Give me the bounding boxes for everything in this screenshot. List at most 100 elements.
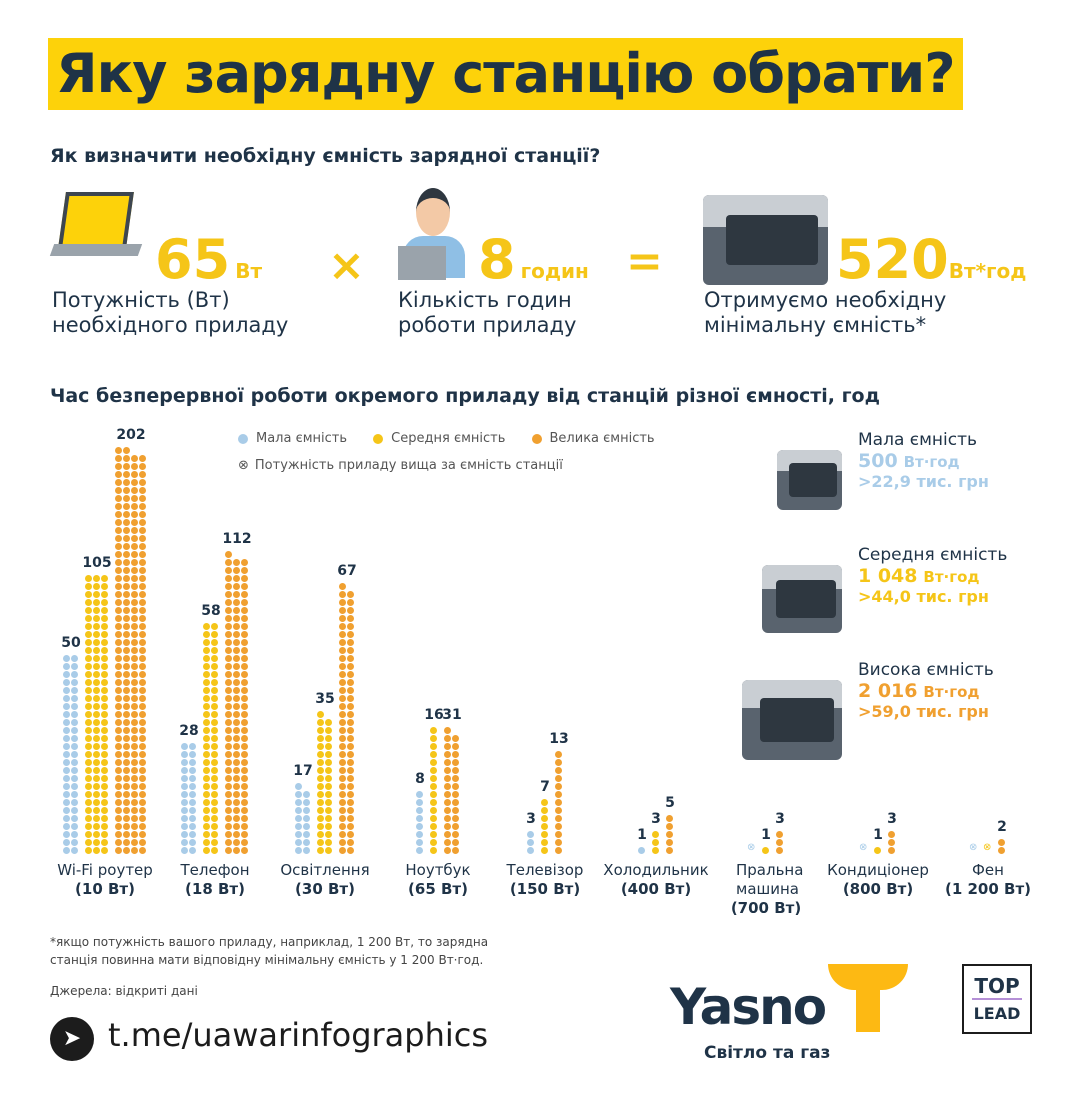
data-dot xyxy=(71,743,78,750)
data-dot xyxy=(139,647,146,654)
data-dot xyxy=(211,655,218,662)
data-dot xyxy=(115,671,122,678)
value-label: 202 xyxy=(116,427,146,443)
data-dot xyxy=(225,815,232,822)
data-dot xyxy=(123,679,130,686)
data-dot xyxy=(123,687,130,694)
data-dot xyxy=(189,839,196,846)
data-dot xyxy=(63,759,70,766)
data-dot xyxy=(444,831,451,838)
data-dot xyxy=(295,847,302,854)
data-dot xyxy=(139,639,146,646)
data-dot xyxy=(303,823,310,830)
data-dot xyxy=(115,447,122,454)
data-dot xyxy=(241,615,248,622)
data-dot xyxy=(339,655,346,662)
data-dot xyxy=(541,839,548,846)
data-dot xyxy=(874,847,881,854)
data-dot xyxy=(131,839,138,846)
data-dot xyxy=(181,823,188,830)
data-dot xyxy=(181,775,188,782)
data-dot xyxy=(430,791,437,798)
data-dot xyxy=(181,807,188,814)
category-label: Ноутбук (65 Вт) xyxy=(378,861,498,899)
station-capacity: 1 048 Вт·год xyxy=(858,565,980,587)
data-dot xyxy=(123,783,130,790)
data-dot xyxy=(233,567,240,574)
data-dot xyxy=(203,687,210,694)
data-dot xyxy=(303,831,310,838)
data-dot xyxy=(63,847,70,854)
data-dot xyxy=(233,703,240,710)
data-dot xyxy=(93,623,100,630)
data-dot xyxy=(444,751,451,758)
data-dot xyxy=(93,847,100,854)
data-dot xyxy=(203,655,210,662)
data-dot xyxy=(123,815,130,822)
data-dot xyxy=(115,519,122,526)
data-dot xyxy=(347,735,354,742)
data-dot xyxy=(325,839,332,846)
data-dot xyxy=(85,599,92,606)
data-dot xyxy=(211,815,218,822)
data-dot xyxy=(203,623,210,630)
data-dot xyxy=(71,671,78,678)
data-dot xyxy=(139,711,146,718)
data-dot xyxy=(225,575,232,582)
data-dot xyxy=(139,623,146,630)
data-dot xyxy=(541,807,548,814)
category-name: Холодильник xyxy=(603,861,709,879)
data-dot xyxy=(115,767,122,774)
value-label: 5 xyxy=(665,795,675,811)
data-dot xyxy=(85,783,92,790)
data-dot xyxy=(339,759,346,766)
data-dot xyxy=(241,679,248,686)
data-dot xyxy=(139,607,146,614)
data-dot xyxy=(430,783,437,790)
data-dot xyxy=(93,775,100,782)
data-dot xyxy=(211,703,218,710)
data-dot xyxy=(225,695,232,702)
value-label: 35 xyxy=(315,691,335,707)
data-dot xyxy=(123,623,130,630)
data-dot xyxy=(203,847,210,854)
data-dot xyxy=(452,791,459,798)
data-dot xyxy=(123,479,130,486)
data-dot xyxy=(71,679,78,686)
data-dot xyxy=(115,559,122,566)
data-dot xyxy=(233,735,240,742)
data-dot xyxy=(139,727,146,734)
data-dot xyxy=(93,735,100,742)
data-dot xyxy=(139,503,146,510)
data-dot xyxy=(452,847,459,854)
data-dot xyxy=(93,719,100,726)
data-dot xyxy=(93,831,100,838)
data-dot xyxy=(317,743,324,750)
data-dot xyxy=(762,847,769,854)
data-dot xyxy=(347,823,354,830)
data-dot xyxy=(555,847,562,854)
value-label: 13 xyxy=(549,731,569,747)
data-dot xyxy=(211,631,218,638)
data-dot xyxy=(131,463,138,470)
telegram-icon[interactable]: ➤ xyxy=(50,1017,94,1061)
telegram-link[interactable]: t.me/uawarinfographics xyxy=(108,1016,489,1054)
data-dot xyxy=(233,575,240,582)
data-dot xyxy=(115,503,122,510)
data-dot xyxy=(541,799,548,806)
data-dot xyxy=(101,839,108,846)
data-dot xyxy=(241,727,248,734)
data-dot xyxy=(85,639,92,646)
data-dot xyxy=(555,831,562,838)
data-dot xyxy=(241,559,248,566)
data-dot xyxy=(71,735,78,742)
data-dot xyxy=(452,735,459,742)
data-dot xyxy=(225,599,232,606)
data-dot xyxy=(93,655,100,662)
data-dot xyxy=(325,719,332,726)
power-station-icon xyxy=(762,565,842,633)
data-dot xyxy=(233,767,240,774)
data-dot xyxy=(211,695,218,702)
data-dot xyxy=(430,823,437,830)
data-dot xyxy=(241,791,248,798)
